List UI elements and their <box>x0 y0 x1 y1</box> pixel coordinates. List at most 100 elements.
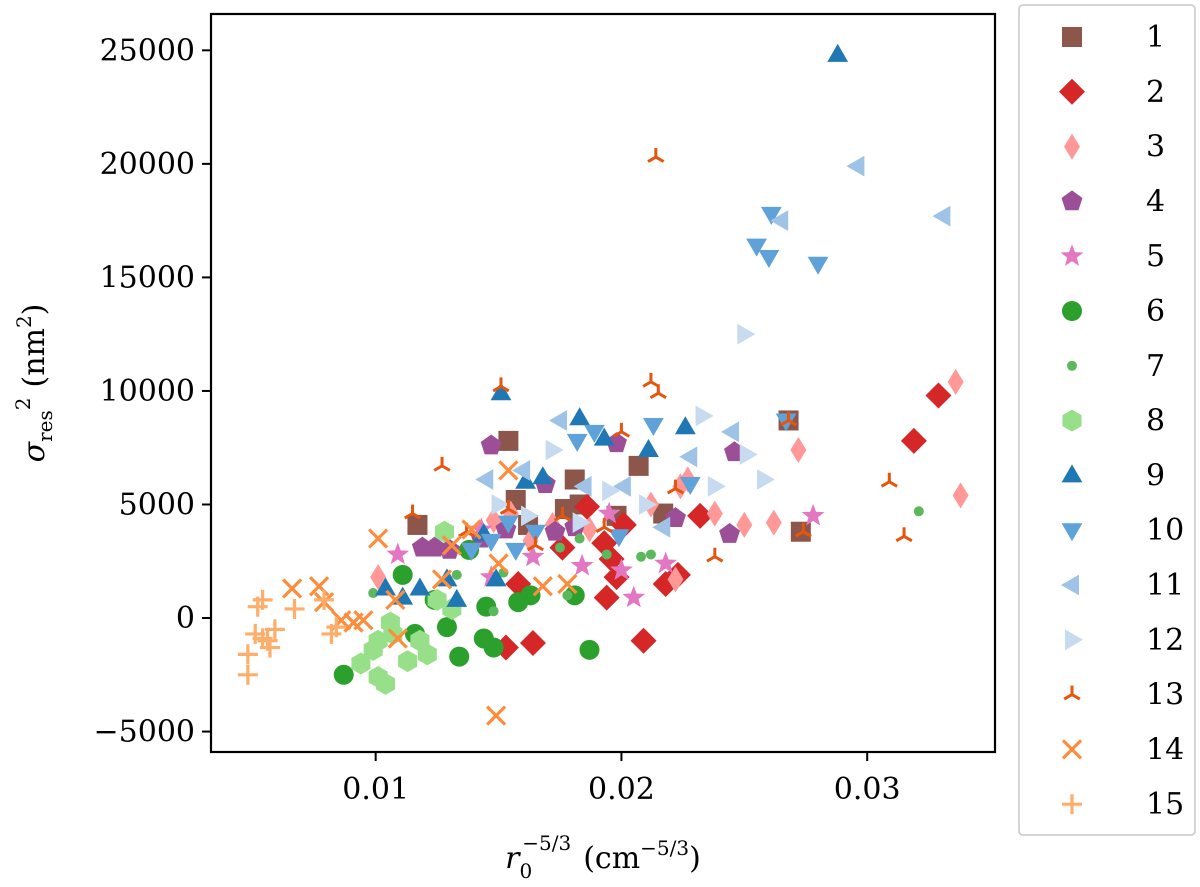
data-point-series-9-7 <box>490 382 512 401</box>
data-point-series-10-1 <box>480 533 502 552</box>
data-point-series-13-0 <box>403 504 422 520</box>
data-point-series-14-10 <box>441 535 462 556</box>
data-point-series-11-10 <box>932 205 951 227</box>
data-point-series-12-4 <box>602 480 621 502</box>
data-point-series-4-1 <box>424 536 446 557</box>
legend-label-8: 8 <box>1146 404 1165 439</box>
series-3 <box>370 368 969 593</box>
data-point-series-11-7 <box>721 421 740 443</box>
legend-item-14: 14 <box>1061 732 1184 767</box>
legend-item-1: 1 <box>1062 20 1165 55</box>
series-11 <box>475 155 951 538</box>
data-point-series-4-7 <box>544 520 566 541</box>
data-point-series-15-7 <box>259 637 280 658</box>
data-point-series-3-11 <box>736 511 753 538</box>
legend-marker-9 <box>1061 464 1083 483</box>
legend-label-9: 9 <box>1146 458 1165 493</box>
data-point-series-15-5 <box>252 589 273 610</box>
data-point-series-15-1 <box>237 664 258 685</box>
plot-points <box>237 43 969 726</box>
data-point-series-10-12 <box>760 206 782 225</box>
data-point-series-11-2 <box>548 410 567 431</box>
data-point-series-5-5 <box>597 501 621 524</box>
legend-marker-1 <box>1062 27 1082 47</box>
data-point-series-11-6 <box>679 446 698 468</box>
data-point-series-7-6 <box>574 533 585 544</box>
data-point-series-15-12 <box>326 617 347 638</box>
x-axis-ticks: 0.01 0.02 0.03 <box>342 752 901 807</box>
data-point-series-11-1 <box>512 460 531 481</box>
data-point-series-2-2 <box>519 630 546 656</box>
data-point-series-13-13 <box>706 547 724 563</box>
data-point-series-12-9 <box>739 444 758 465</box>
data-point-series-8-10 <box>427 588 447 611</box>
data-point-series-13-11 <box>649 384 667 400</box>
legend-item-10: 10 <box>1061 513 1184 548</box>
data-point-series-6-5 <box>449 646 470 667</box>
data-point-series-13-5 <box>526 536 544 552</box>
data-point-series-1-8 <box>628 455 649 476</box>
data-point-series-10-14 <box>807 256 829 275</box>
data-point-series-14-12 <box>485 705 507 726</box>
data-point-series-12-0 <box>491 494 510 515</box>
data-point-series-2-13 <box>687 502 714 529</box>
data-point-series-13-8 <box>612 422 630 438</box>
data-point-series-7-4 <box>554 542 565 553</box>
data-point-series-11-0 <box>475 469 494 490</box>
data-point-series-8-11 <box>434 520 455 543</box>
data-point-series-6-0 <box>333 664 354 685</box>
data-point-series-7-5 <box>562 590 573 601</box>
legend-label-14: 14 <box>1146 732 1184 767</box>
data-point-series-6-12 <box>564 585 585 606</box>
series-8 <box>351 520 462 695</box>
y-tick-label-0: −5000 <box>94 715 195 750</box>
x-axis-label: r0−5/3 (cm−5/3) <box>505 831 701 883</box>
data-point-series-15-0 <box>237 644 258 665</box>
data-point-series-12-2 <box>545 439 564 461</box>
data-point-series-12-1 <box>521 505 540 527</box>
legend-item-8: 8 <box>1062 404 1165 439</box>
legend-item-2: 2 <box>1059 75 1165 110</box>
data-point-series-13-16 <box>880 472 898 488</box>
legend-item-15: 15 <box>1062 787 1184 822</box>
data-point-series-15-10 <box>314 589 335 610</box>
series-15 <box>237 589 347 685</box>
legend-marker-13 <box>1063 685 1081 701</box>
data-point-series-8-0 <box>351 652 371 675</box>
data-point-series-14-15 <box>532 576 553 597</box>
data-point-series-7-2 <box>488 606 499 617</box>
legend-label-12: 12 <box>1146 623 1184 658</box>
data-point-series-12-10 <box>756 469 775 490</box>
series-14 <box>281 460 578 726</box>
y-tick-label-1: 0 <box>176 601 195 636</box>
data-point-series-8-7 <box>398 650 418 673</box>
data-point-series-13-6 <box>553 506 571 522</box>
data-point-series-14-0 <box>281 578 303 599</box>
legend-item-11: 11 <box>1061 568 1184 603</box>
legend-marker-11 <box>1061 574 1079 596</box>
data-point-series-1-1 <box>498 430 519 451</box>
data-point-series-11-9 <box>846 155 865 177</box>
data-point-series-5-4 <box>570 553 594 576</box>
data-point-series-7-1 <box>451 569 462 580</box>
data-point-series-10-11 <box>758 249 780 268</box>
legend-marker-10 <box>1061 523 1083 542</box>
plot-frame <box>209 12 997 754</box>
data-point-series-14-7 <box>385 589 406 610</box>
data-point-series-10-10 <box>746 238 767 257</box>
data-point-series-5-9 <box>801 503 825 526</box>
data-point-series-14-16 <box>557 573 578 595</box>
data-point-series-4-10 <box>665 507 686 528</box>
y-axis-ticks: −5000 0 5000 10000 15000 20000 25000 <box>94 33 211 750</box>
legend-label-6: 6 <box>1146 294 1165 329</box>
data-point-series-10-5 <box>566 433 588 452</box>
legend-item-7: 7 <box>1067 349 1165 384</box>
data-point-series-7-0 <box>368 588 379 599</box>
legend-item-12: 12 <box>1065 623 1184 658</box>
data-point-series-10-8 <box>642 418 664 437</box>
data-point-series-15-9 <box>284 598 305 619</box>
data-point-series-3-7 <box>667 566 684 593</box>
legend-label-5: 5 <box>1146 239 1165 274</box>
